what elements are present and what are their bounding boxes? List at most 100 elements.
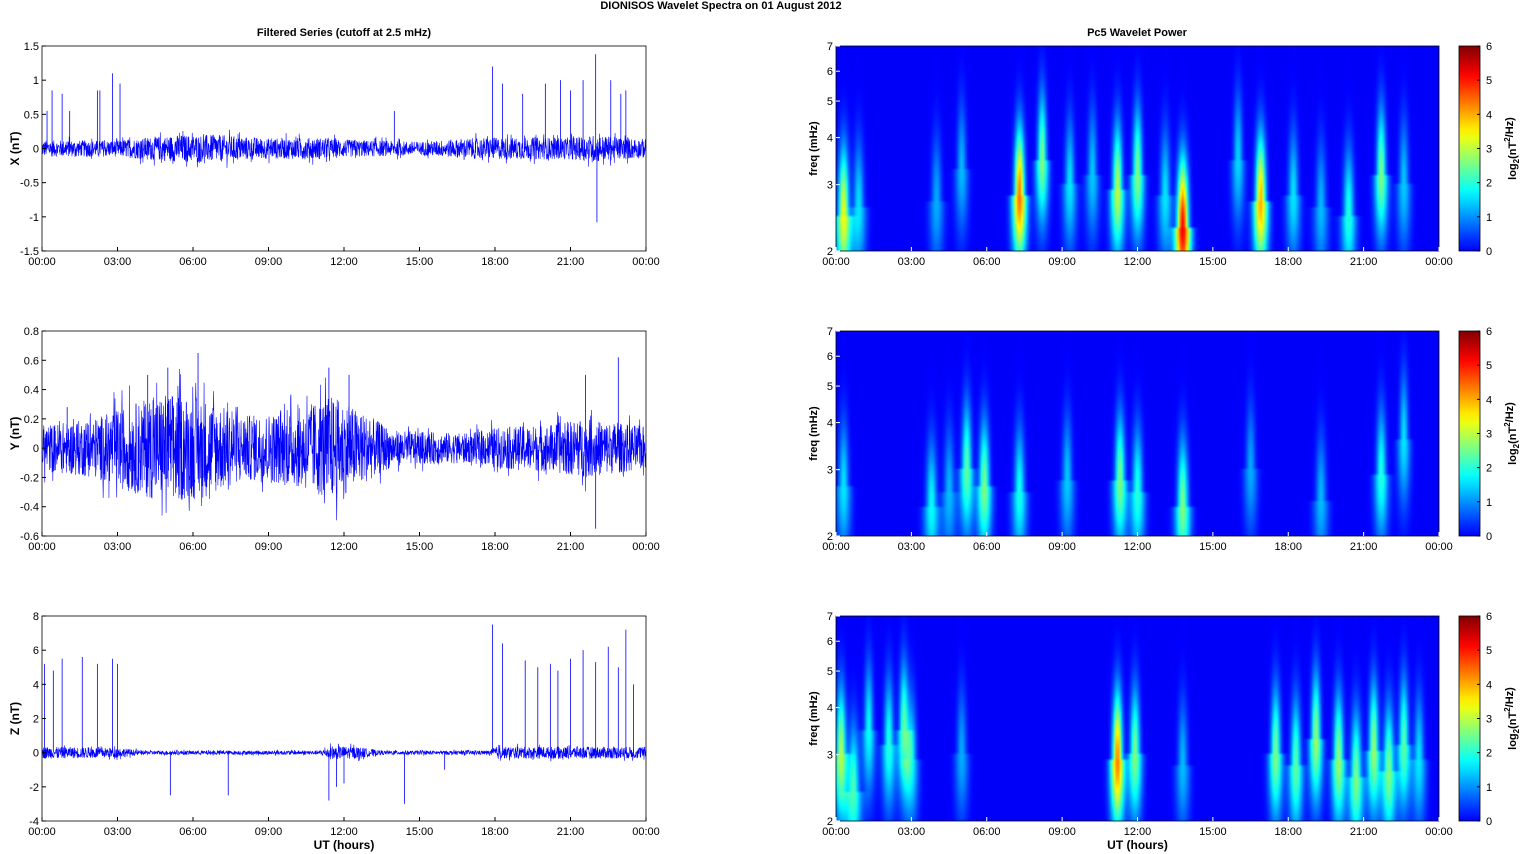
y-axis-title: freq (mHz) bbox=[808, 691, 820, 746]
y-tick-label: 0.5 bbox=[24, 109, 39, 121]
colorbar-label-part: /Hz) bbox=[1504, 402, 1516, 423]
x-tick-label: 15:00 bbox=[1199, 826, 1227, 838]
colorbar-tick-label: 2 bbox=[1486, 463, 1492, 475]
x-tick-label: 00:00 bbox=[1425, 826, 1453, 838]
x-tick-label: 03:00 bbox=[898, 826, 926, 838]
y-tick-label: -0.6 bbox=[20, 531, 39, 543]
x-tick-label: 21:00 bbox=[557, 541, 585, 553]
y-axis-title: freq (mHz) bbox=[808, 121, 820, 176]
x-tick-label: 21:00 bbox=[1350, 826, 1378, 838]
y-tick-label: 0.8 bbox=[24, 326, 39, 338]
y-axis-title: Y (nT) bbox=[8, 417, 22, 451]
y-tick-label: 1 bbox=[33, 75, 39, 87]
spectrogram-image bbox=[836, 46, 1439, 251]
series-trace bbox=[42, 368, 646, 521]
y-axis-title: X (nT) bbox=[8, 132, 22, 166]
x-tick-label: 00:00 bbox=[822, 256, 850, 268]
x-tick-label: 15:00 bbox=[406, 256, 434, 268]
x-tick-label: 03:00 bbox=[898, 256, 926, 268]
x-tick-label: 18:00 bbox=[481, 541, 509, 553]
x-tick-label: 06:00 bbox=[179, 541, 207, 553]
colorbar-label-part: (nT bbox=[1507, 427, 1519, 444]
colorbar-tick-label: 0 bbox=[1486, 816, 1492, 828]
colorbar-label-part: /Hz) bbox=[1504, 687, 1516, 708]
x-tick-label: 09:00 bbox=[1048, 541, 1076, 553]
colorbar-label-part: 2 bbox=[1512, 728, 1521, 733]
colorbar-tick-label: 6 bbox=[1486, 326, 1492, 338]
colorbar-tick-label: 6 bbox=[1486, 41, 1492, 53]
colorbar-label-part: 2 bbox=[1503, 422, 1512, 427]
x-tick-label: 00:00 bbox=[28, 826, 56, 838]
x-tick-label: 12:00 bbox=[1124, 826, 1152, 838]
y-tick-label: 8 bbox=[33, 611, 39, 623]
x-tick-label: 00:00 bbox=[822, 826, 850, 838]
y-axis-title: Z (nT) bbox=[8, 702, 22, 735]
y-axis-title: freq (mHz) bbox=[808, 406, 820, 461]
colorbar-bar bbox=[1458, 615, 1481, 822]
y-tick-label: -2 bbox=[29, 782, 39, 794]
line-panel-x: 1.510.50-0.5-1-1.500:00 03:00 06:00 09:00 12… bbox=[8, 41, 660, 268]
x-tick-label: 00:00 bbox=[632, 826, 660, 838]
colorbar-label-part: 2 bbox=[1512, 443, 1521, 448]
y-tick-label: 7 bbox=[827, 41, 833, 53]
colorbar-label-part: log bbox=[1507, 163, 1519, 180]
y-tick-label: 4 bbox=[33, 679, 39, 691]
colorbar-tick-label: 3 bbox=[1486, 429, 1492, 441]
y-tick-label: 0 bbox=[33, 144, 39, 156]
x-tick-label: 18:00 bbox=[481, 256, 509, 268]
x-tick-label: 06:00 bbox=[973, 256, 1001, 268]
x-tick-label: 00:00 bbox=[28, 541, 56, 553]
x-tick-label: 06:00 bbox=[179, 256, 207, 268]
y-tick-label: 2 bbox=[827, 531, 833, 543]
x-tick-label: 12:00 bbox=[330, 256, 358, 268]
y-tick-label: 4 bbox=[827, 133, 833, 145]
x-tick-label: 03:00 bbox=[104, 826, 132, 838]
y-tick-label: 2 bbox=[33, 714, 39, 726]
x-tick-label: 15:00 bbox=[406, 826, 434, 838]
colorbar-label-part: (nT bbox=[1507, 712, 1519, 729]
x-tick-label: 12:00 bbox=[1124, 256, 1152, 268]
colorbar-tick-label: 6 bbox=[1486, 611, 1492, 623]
y-tick-label: -0.4 bbox=[20, 502, 39, 514]
y-tick-label: -1.5 bbox=[20, 246, 39, 258]
x-tick-label: 12:00 bbox=[330, 826, 358, 838]
colorbar-label: log2(nT2/Hz) bbox=[1503, 687, 1521, 750]
y-tick-label: 0.4 bbox=[24, 385, 39, 397]
x-tick-label: 03:00 bbox=[104, 541, 132, 553]
plot-area bbox=[42, 616, 646, 821]
x-tick-label: 09:00 bbox=[255, 826, 283, 838]
x-tick-label: 00:00 bbox=[822, 541, 850, 553]
y-tick-label: 2 bbox=[827, 246, 833, 258]
x-tick-label: 00:00 bbox=[28, 256, 56, 268]
colorbar-label-part: log bbox=[1507, 448, 1519, 465]
x-tick-label: 12:00 bbox=[1124, 541, 1152, 553]
spectrogram-image bbox=[836, 616, 1439, 821]
x-tick-label: 06:00 bbox=[179, 826, 207, 838]
colorbar-tick-label: 0 bbox=[1486, 531, 1492, 543]
x-tick-label: 15:00 bbox=[1199, 541, 1227, 553]
y-tick-label: -4 bbox=[29, 816, 39, 828]
colorbar-tick-label: 5 bbox=[1486, 75, 1492, 87]
y-tick-label: 0 bbox=[33, 748, 39, 760]
panels: 1.510.50-0.5-1-1.500:00 03:00 06:00 09:00 12… bbox=[8, 41, 1521, 852]
y-tick-label: 2 bbox=[827, 816, 833, 828]
x-tick-label: 21:00 bbox=[557, 256, 585, 268]
y-tick-label: 4 bbox=[827, 703, 833, 715]
left-column-title: Filtered Series (cutoff at 2.5 mHz) bbox=[257, 27, 432, 39]
x-tick-label: 18:00 bbox=[1274, 541, 1302, 553]
colorbar-tick-label: 3 bbox=[1486, 714, 1492, 726]
x-tick-label: 03:00 bbox=[104, 256, 132, 268]
x-tick-label: 12:00 bbox=[330, 541, 358, 553]
x-tick-label: 09:00 bbox=[1048, 256, 1076, 268]
x-tick-label: 03:00 bbox=[898, 541, 926, 553]
y-tick-label: 3 bbox=[827, 750, 833, 762]
x-tick-label: 15:00 bbox=[1199, 256, 1227, 268]
y-tick-label: 7 bbox=[827, 326, 833, 338]
